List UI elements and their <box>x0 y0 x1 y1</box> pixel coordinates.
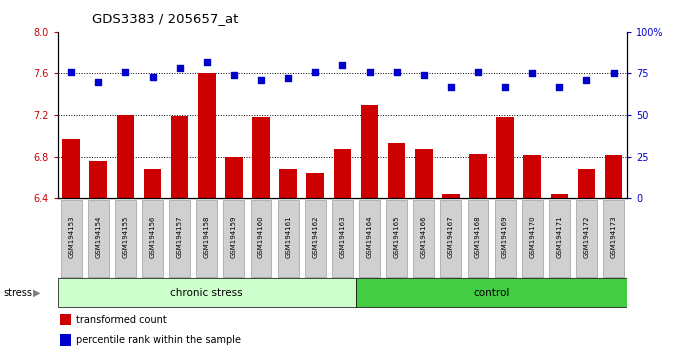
FancyBboxPatch shape <box>359 200 380 277</box>
Bar <box>551 194 568 198</box>
Text: ▶: ▶ <box>33 288 40 298</box>
FancyBboxPatch shape <box>495 200 515 277</box>
FancyBboxPatch shape <box>278 200 298 277</box>
Point <box>147 74 158 80</box>
FancyBboxPatch shape <box>356 279 627 307</box>
FancyBboxPatch shape <box>170 200 190 277</box>
Point <box>445 84 456 90</box>
Text: GSM194161: GSM194161 <box>285 215 291 258</box>
Text: percentile rank within the sample: percentile rank within the sample <box>76 335 241 345</box>
FancyBboxPatch shape <box>386 200 407 277</box>
Point <box>527 71 538 76</box>
Bar <box>89 161 107 198</box>
FancyBboxPatch shape <box>61 200 81 277</box>
Point <box>391 69 402 75</box>
Text: GSM194164: GSM194164 <box>367 215 372 258</box>
Bar <box>361 105 378 198</box>
FancyBboxPatch shape <box>522 200 542 277</box>
FancyBboxPatch shape <box>603 200 624 277</box>
Bar <box>523 155 541 198</box>
Text: transformed count: transformed count <box>76 315 167 325</box>
Bar <box>469 154 487 198</box>
Text: stress: stress <box>3 288 33 298</box>
FancyBboxPatch shape <box>414 200 434 277</box>
Bar <box>605 155 622 198</box>
FancyBboxPatch shape <box>115 200 136 277</box>
Point <box>201 59 212 65</box>
Text: GSM194154: GSM194154 <box>96 215 101 258</box>
Bar <box>225 157 243 198</box>
Bar <box>442 194 460 198</box>
Point <box>256 77 266 83</box>
Bar <box>144 169 161 198</box>
FancyBboxPatch shape <box>305 200 325 277</box>
Point <box>554 84 565 90</box>
Point <box>228 72 239 78</box>
Text: GSM194157: GSM194157 <box>177 215 182 258</box>
Point <box>581 77 592 83</box>
Text: GSM194163: GSM194163 <box>340 215 345 258</box>
Bar <box>62 139 80 198</box>
Bar <box>171 116 188 198</box>
Text: GDS3383 / 205657_at: GDS3383 / 205657_at <box>92 12 238 25</box>
Text: GSM194159: GSM194159 <box>231 215 237 258</box>
Text: GSM194162: GSM194162 <box>313 215 318 258</box>
Text: GSM194158: GSM194158 <box>204 215 210 258</box>
FancyBboxPatch shape <box>441 200 461 277</box>
Bar <box>496 117 514 198</box>
FancyBboxPatch shape <box>58 279 356 307</box>
Text: GSM194155: GSM194155 <box>123 215 128 258</box>
Point <box>418 72 429 78</box>
Bar <box>117 115 134 198</box>
Point <box>608 71 619 76</box>
Point <box>66 69 77 75</box>
Point <box>93 79 104 85</box>
Point <box>473 69 483 75</box>
Text: GSM194169: GSM194169 <box>502 215 508 258</box>
FancyBboxPatch shape <box>142 200 163 277</box>
Point <box>283 76 294 81</box>
Bar <box>198 74 216 198</box>
Text: GSM194171: GSM194171 <box>557 215 562 258</box>
Point <box>364 69 375 75</box>
Bar <box>252 117 270 198</box>
Text: GSM194166: GSM194166 <box>421 215 426 258</box>
FancyBboxPatch shape <box>468 200 488 277</box>
Bar <box>415 149 433 198</box>
FancyBboxPatch shape <box>549 200 570 277</box>
FancyBboxPatch shape <box>332 200 353 277</box>
FancyBboxPatch shape <box>197 200 217 277</box>
Point <box>120 69 131 75</box>
Text: GSM194167: GSM194167 <box>448 215 454 258</box>
Text: chronic stress: chronic stress <box>170 288 243 298</box>
FancyBboxPatch shape <box>88 200 108 277</box>
FancyBboxPatch shape <box>251 200 271 277</box>
Text: GSM194168: GSM194168 <box>475 215 481 258</box>
Text: GSM194170: GSM194170 <box>530 215 535 258</box>
Bar <box>306 173 324 198</box>
Text: GSM194173: GSM194173 <box>611 215 616 258</box>
Point <box>310 69 321 75</box>
FancyBboxPatch shape <box>576 200 597 277</box>
Text: GSM194160: GSM194160 <box>258 215 264 258</box>
Text: GSM194153: GSM194153 <box>68 215 74 258</box>
FancyBboxPatch shape <box>224 200 244 277</box>
Bar <box>334 149 351 198</box>
Bar <box>388 143 405 198</box>
Point <box>174 65 185 71</box>
Text: GSM194165: GSM194165 <box>394 215 399 258</box>
Bar <box>60 314 71 325</box>
Text: GSM194172: GSM194172 <box>584 215 589 258</box>
Point <box>337 62 348 68</box>
Bar <box>279 169 297 198</box>
Bar <box>578 169 595 198</box>
Bar <box>60 334 71 346</box>
Text: GSM194156: GSM194156 <box>150 215 155 258</box>
Text: control: control <box>473 288 510 298</box>
Point <box>500 84 511 90</box>
